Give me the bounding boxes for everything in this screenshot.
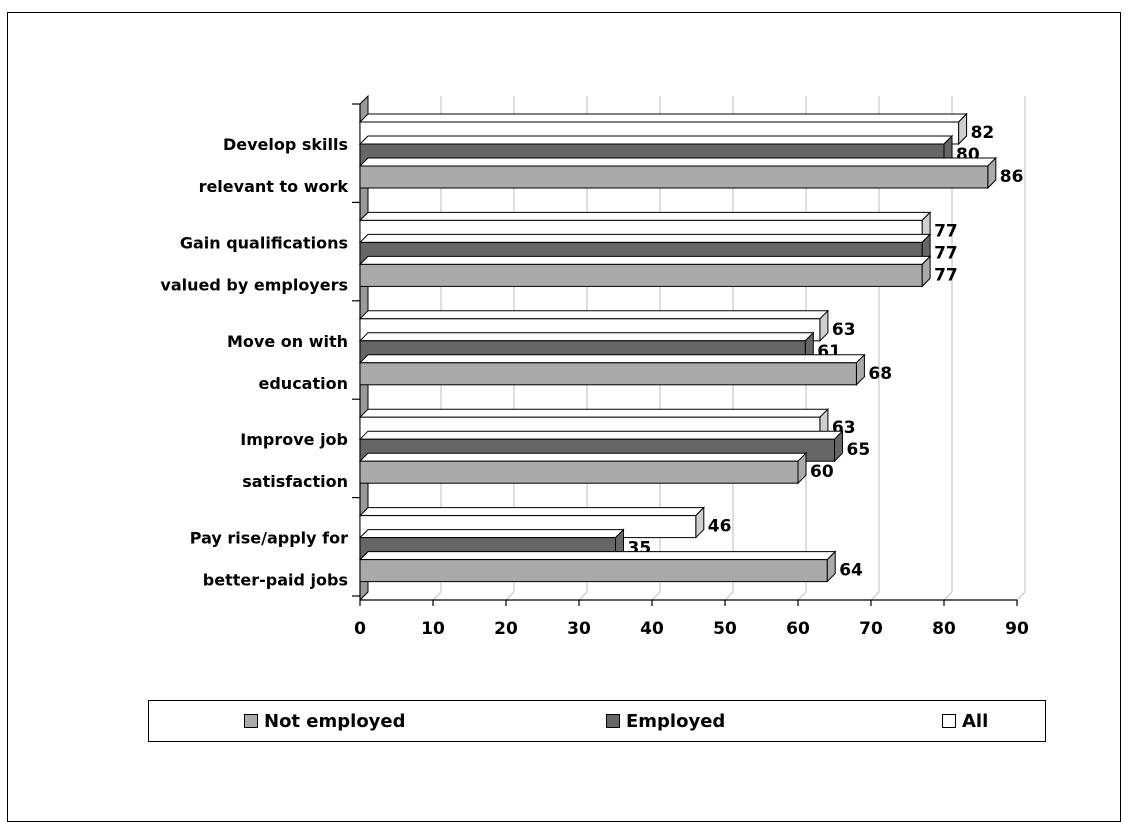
value-label-not-employed: 60 <box>810 462 834 482</box>
category-label: Gain qualifications <box>180 233 348 252</box>
bar-not-employed <box>359 263 923 287</box>
bar-top-not-employed <box>358 354 866 364</box>
bar-top-employed <box>358 430 844 440</box>
x-tick-label: 30 <box>567 619 591 639</box>
bar-top-all <box>358 310 830 320</box>
floor-line <box>943 591 953 601</box>
x-tick-label: 0 <box>354 619 366 639</box>
bar-top-not-employed <box>358 551 837 561</box>
bar-not-employed <box>359 165 989 189</box>
category-label: Develop skills <box>223 135 348 154</box>
x-tick-label: 50 <box>713 619 737 639</box>
floor-line <box>578 591 588 601</box>
floor-line <box>505 591 515 601</box>
bar-top-all <box>358 408 830 418</box>
bar-not-employed <box>359 559 828 583</box>
bar-top-not-employed <box>358 452 808 462</box>
x-tick-label: 90 <box>1005 619 1029 639</box>
floor-line <box>870 591 880 601</box>
bar-top-all <box>358 507 706 517</box>
floor-line <box>432 591 442 601</box>
floor-line <box>1016 591 1026 601</box>
value-label-employed: 77 <box>934 243 958 263</box>
legend-label-employed: Employed <box>626 710 726 732</box>
bar-top-not-employed <box>358 255 932 265</box>
bar-top-employed <box>358 529 625 539</box>
legend-item-not-employed: Not employed <box>244 701 406 741</box>
legend-item-all: All <box>942 701 988 741</box>
legend-label-all: All <box>962 710 989 732</box>
x-tick-label: 40 <box>640 619 664 639</box>
value-label-all: 46 <box>708 517 732 537</box>
bar-top-all <box>358 211 932 221</box>
x-tick-label: 20 <box>494 619 518 639</box>
bar-not-employed <box>359 362 857 386</box>
value-label-not-employed: 64 <box>839 561 863 581</box>
value-label-all: 77 <box>934 221 958 241</box>
category-label: satisfaction <box>242 472 348 491</box>
category-label: education <box>259 374 349 393</box>
value-label-not-employed: 77 <box>934 265 958 285</box>
category-label: Pay rise/apply for <box>190 529 348 548</box>
legend-label-not-employed: Not employed <box>264 710 406 732</box>
category-label: Move on with <box>227 332 348 351</box>
x-tick-label: 80 <box>932 619 956 639</box>
x-tick-label: 70 <box>859 619 883 639</box>
value-label-all: 82 <box>971 123 995 143</box>
category-label: valued by employers <box>160 275 348 294</box>
bar-top-not-employed <box>358 157 998 167</box>
value-label-all: 63 <box>832 320 856 340</box>
value-label-not-employed: 86 <box>1000 167 1024 187</box>
bar-top-employed <box>358 332 815 342</box>
category-label: better-paid jobs <box>203 571 348 590</box>
bar-top-all <box>358 113 968 123</box>
x-tick-label: 60 <box>786 619 810 639</box>
legend-swatch-not-employed <box>244 714 258 728</box>
value-label-employed: 65 <box>847 440 871 460</box>
floor-line <box>797 591 807 601</box>
category-label: relevant to work <box>199 177 349 196</box>
x-tick-label: 10 <box>421 619 445 639</box>
legend-item-employed: Employed <box>606 701 725 741</box>
bar-not-employed <box>359 460 799 484</box>
legend-swatch-employed <box>606 714 620 728</box>
chart-legend: Not employed Employed All <box>148 700 1046 742</box>
category-label: Improve job <box>240 430 348 449</box>
legend-swatch-all <box>942 714 956 728</box>
bar-top-employed <box>358 135 954 145</box>
bar-top-employed <box>358 233 932 243</box>
floor-line <box>651 591 661 601</box>
value-label-not-employed: 68 <box>868 364 892 384</box>
floor-line <box>724 591 734 601</box>
